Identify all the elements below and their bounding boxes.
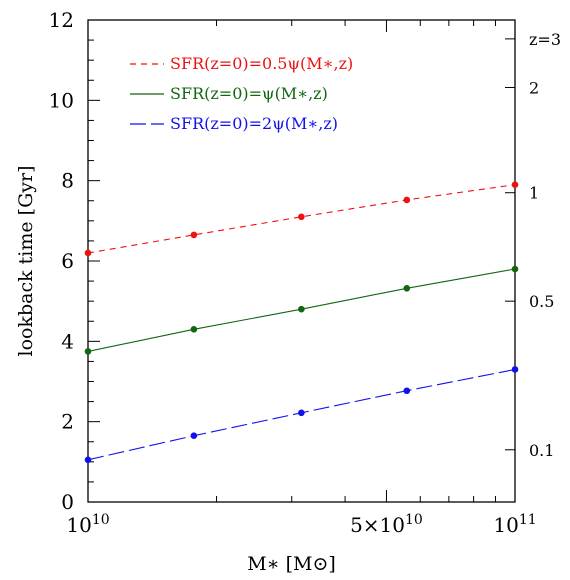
y-tick-label: 2 — [61, 410, 74, 434]
data-point — [403, 387, 411, 395]
y-tick-label: 10 — [49, 88, 74, 112]
legend-label: SFR(z=0)=2ψ(M∗,z) — [170, 114, 338, 133]
data-point — [511, 366, 519, 373]
z-tick-label: 1 — [529, 184, 539, 203]
legend-label: SFR(z=0)=0.5ψ(M∗,z) — [170, 54, 353, 73]
y-axis-title: lookback time [Gyr] — [15, 166, 37, 357]
y-tick-label: 4 — [61, 329, 74, 353]
z-tick-label: 2 — [529, 78, 539, 97]
data-point — [84, 456, 92, 464]
legend: SFR(z=0)=0.5ψ(M∗,z) SFR(z=0)=ψ(M∗,z) SFR(z… — [130, 54, 353, 133]
x-axis-title: M∗ [M⊙] — [247, 553, 336, 575]
x-tick-label: 5×1010 — [350, 512, 423, 537]
data-point — [298, 213, 305, 221]
data-point — [84, 249, 92, 257]
axes: 0 2 4 6 8 10 12 1010 5×1010 1011 z=3 2 1 0.5 0.1 M∗ [M⊙… — [15, 8, 561, 575]
data-point — [511, 265, 519, 273]
y-tick-label: 6 — [61, 249, 74, 273]
data-point — [190, 325, 198, 333]
x-tick-label: 1010 — [66, 512, 109, 537]
y-tick-label: 12 — [49, 8, 74, 32]
legend-label: SFR(z=0)=ψ(M∗,z) — [170, 84, 328, 103]
y-tick-label: 0 — [61, 490, 74, 514]
data-point — [190, 432, 198, 440]
data-point — [298, 305, 305, 313]
series-line — [87, 184, 516, 254]
data-point — [190, 231, 198, 239]
data-point — [84, 348, 92, 355]
z-tick-label: z=3 — [529, 30, 561, 49]
data-point — [403, 196, 411, 204]
data-point — [511, 181, 519, 188]
y-tick-label: 8 — [61, 169, 74, 193]
x-tick-label: 1011 — [493, 512, 536, 537]
data-point — [298, 409, 305, 417]
series-group — [84, 181, 519, 464]
data-point — [403, 285, 411, 292]
z-tick-label: 0.1 — [529, 441, 554, 460]
z-tick-label: 0.5 — [529, 292, 554, 311]
